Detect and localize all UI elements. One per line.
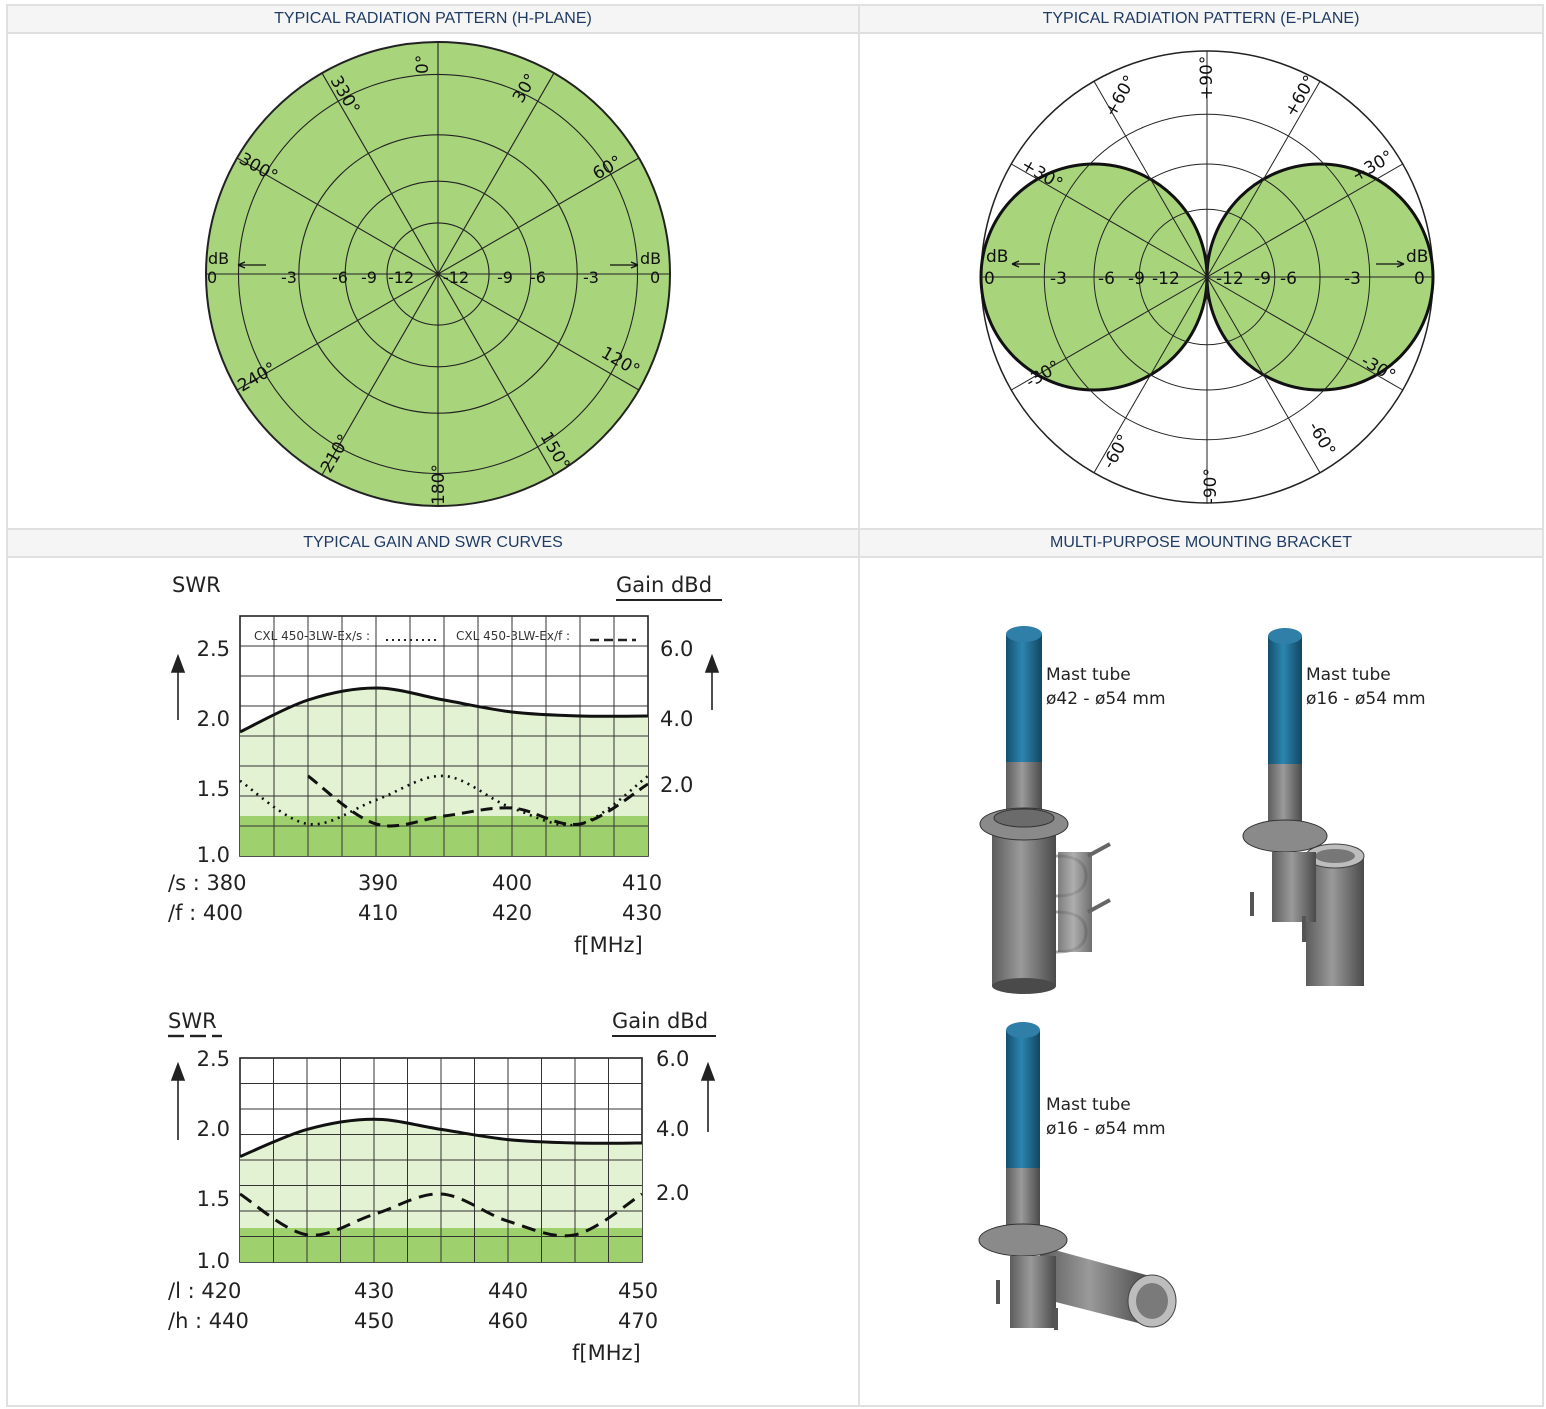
chart2-x-label: 430: [354, 1279, 394, 1303]
chart2-swr-tick: 1.0: [197, 1249, 230, 1273]
polar-e-spoke: [1093, 81, 1321, 473]
polar-e-db-tick: 0: [984, 269, 995, 289]
polar-e-db-tick: -9: [1254, 269, 1271, 289]
polar-e-db-unit-right: dB: [1406, 247, 1428, 267]
polar-e-db-tick: -12: [1152, 269, 1180, 289]
chart2-gain-tick: 2.0: [656, 1181, 689, 1205]
header-bracket: MULTI-PURPOSE MOUNTING BRACKET: [858, 528, 1544, 558]
chart1-gain-tick: 4.0: [660, 707, 693, 731]
polar-e-db-tick: -3: [1050, 269, 1067, 289]
chart1-xlabel: f[MHz]: [574, 933, 643, 957]
chart2-gain-tick: 6.0: [656, 1047, 689, 1071]
chart1-x-label: 400: [492, 871, 532, 895]
chart2-x-label: 450: [354, 1309, 394, 1333]
mast-tube-blue: [1268, 636, 1302, 766]
polar-h-spoke: [321, 72, 555, 476]
gain-swr-chart-1: SWR Gain dBd 2.5 2.0 1.5 1.0 6.0 4.0 2.0…: [168, 573, 722, 957]
panel-bracket: [858, 556, 1544, 1407]
bracket-1-label-title: Mast tube: [1046, 665, 1131, 685]
mast-tube-blue: [1006, 634, 1042, 764]
polar-e-angle-label: -90°: [1201, 468, 1221, 504]
support-pipe: [992, 826, 1056, 986]
chart2-x-prefix: /h : 440: [168, 1309, 249, 1333]
chart1-x-label: 410: [622, 871, 662, 895]
chart2-swr-tick: 2.5: [197, 1047, 230, 1071]
bracket-3-label-size: ø16 - ø54 mm: [1046, 1119, 1166, 1139]
chart2-swr-label: SWR: [168, 1009, 217, 1033]
bracket-2-label-size: ø16 - ø54 mm: [1306, 689, 1426, 709]
chart1-swr-tick: 2.5: [197, 637, 230, 661]
gain-line: [239, 1117, 643, 1158]
header-h-plane: TYPICAL RADIATION PATTERN (H-PLANE): [6, 4, 860, 34]
bracket-2-drawing: Mast tube ø16 - ø54 mm: [1242, 628, 1426, 986]
chart2-x-label: 470: [618, 1309, 658, 1333]
chart1-x-label: 390: [358, 871, 398, 895]
polar-h-db-tick: -6: [530, 268, 546, 287]
polar-h-db-tick: -9: [361, 268, 377, 287]
polar-e-db-tick: -6: [1280, 269, 1297, 289]
polar-h-db-tick: -3: [583, 268, 599, 287]
header-gain-swr: TYPICAL GAIN AND SWR CURVES: [6, 528, 860, 558]
chart2-x-prefix: /l : 420: [168, 1279, 241, 1303]
bracket-drawings: Mast tube ø42 - ø54 mm Mast tube ø16 - ø…: [978, 626, 1426, 1330]
chart2-x-label: 460: [488, 1309, 528, 1333]
bracket-3-drawing: Mast tube ø16 - ø54 mm: [978, 1022, 1177, 1330]
gain-line: [239, 686, 649, 734]
polar-e-db-unit-left: dB: [986, 247, 1008, 267]
chart1-swr-tick: 1.0: [197, 843, 230, 867]
chart2-xlabel: f[MHz]: [572, 1341, 641, 1365]
polar-e-db-tick: -3: [1344, 269, 1361, 289]
chart2-x-label: 440: [488, 1279, 528, 1303]
chart2-swr-tick: 2.0: [197, 1117, 230, 1141]
bracket-2-label-title: Mast tube: [1306, 665, 1391, 685]
bracket-1-label-size: ø42 - ø54 mm: [1046, 689, 1166, 709]
chart1-swr-tick: 2.0: [197, 707, 230, 731]
polar-h-db-unit-right: dB: [640, 249, 661, 268]
chart1-swr-tick: 1.5: [197, 777, 230, 801]
polar-h-db-tick: 0: [207, 268, 217, 287]
chart1-gain-tick: 6.0: [660, 637, 693, 661]
chart1-swr-label: SWR: [172, 573, 221, 597]
polar-h-db-tick: -12: [443, 268, 469, 287]
bracket-3-label-title: Mast tube: [1046, 1095, 1131, 1115]
chart1-gain-label: Gain dBd: [616, 573, 712, 597]
polar-e-db-tick: -9: [1128, 269, 1145, 289]
polar-h-angle-label: 180°: [429, 464, 449, 505]
chart1-x-prefix: /f : 400: [168, 901, 243, 925]
polar-h-db-tick: -6: [332, 268, 348, 287]
polar-e-angle-label: +90°: [1197, 56, 1217, 100]
polar-h-db-tick: -3: [281, 268, 297, 287]
polar-h-angle-label: 0°: [413, 55, 433, 74]
chart2-gain-tick: 4.0: [656, 1117, 689, 1141]
chart1-legend-f: CXL 450-3LW-Ex/f :: [456, 629, 570, 643]
polar-e-db-tick: -6: [1098, 269, 1115, 289]
chart1-x-label: 410: [358, 901, 398, 925]
swr-line: [239, 1192, 643, 1238]
bracket-1-drawing: Mast tube ø42 - ø54 mm: [979, 626, 1166, 994]
mast-tube-blue: [1006, 1030, 1040, 1170]
polar-e-db-tick: 0: [1414, 269, 1425, 289]
chart2-gain-label: Gain dBd: [612, 1009, 708, 1033]
chart2-swr-tick: 1.5: [197, 1187, 230, 1211]
gain-swr-chart-2: SWR Gain dBd 2.5 2.0 1.5 1.0 6.0 4.0 2.0…: [168, 1009, 716, 1365]
chart2-x-label: 450: [618, 1279, 658, 1303]
chart1-gain-tick: 2.0: [660, 773, 693, 797]
polar-e-chart: +90° +60° +30° +60° +30° -30° -60° -90° …: [979, 50, 1435, 504]
polar-h-db-tick: -9: [497, 268, 513, 287]
polar-h-chart: 0° 30° 60° 120° 150° 180° 210° 240° 300°…: [205, 41, 671, 507]
chart1-x-prefix: /s : 380: [168, 871, 247, 895]
chart1-x-label: 420: [492, 901, 532, 925]
chart1-x-label: 430: [622, 901, 662, 925]
support-pipe: [1040, 1246, 1150, 1326]
polar-h-db-tick: 0: [650, 268, 660, 287]
polar-e-db-tick: -12: [1216, 269, 1244, 289]
polar-h-db-tick: -12: [388, 268, 414, 287]
chart1-legend-s: CXL 450-3LW-Ex/s :: [254, 629, 370, 643]
polar-h-db-unit-left: dB: [208, 249, 229, 268]
